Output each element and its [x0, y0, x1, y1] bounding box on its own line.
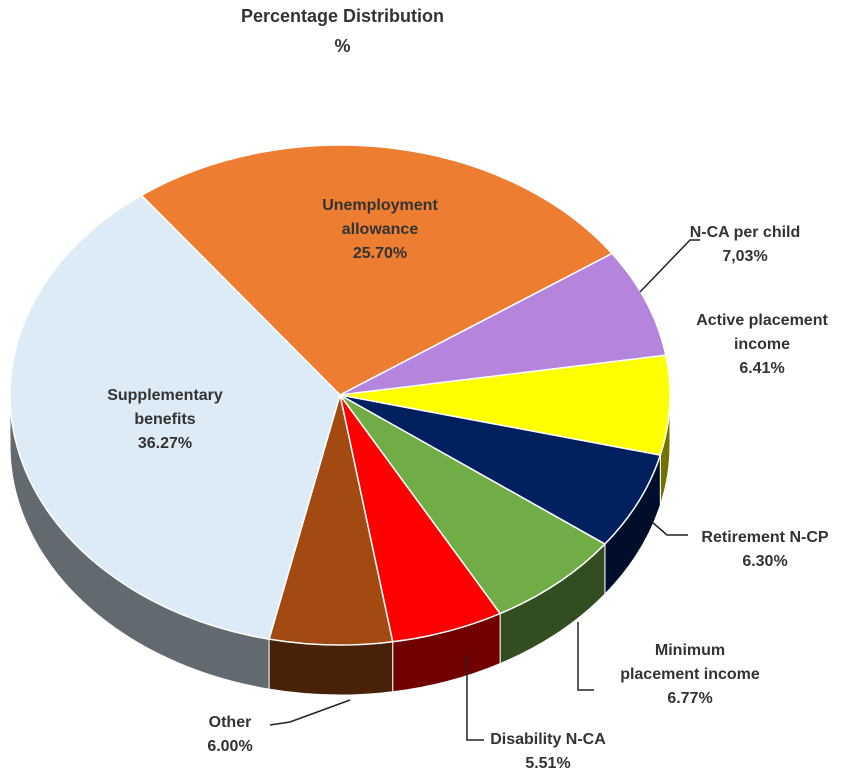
slice-label: Unemployment allowance 25.70% [285, 194, 475, 266]
value-label: 6.00% [207, 738, 253, 755]
category-label: Unemployment allowance [322, 197, 438, 238]
slice-label: Supplementary benefits 36.27% [90, 384, 240, 456]
value-label: 7,03% [722, 248, 768, 265]
value-label: 25.70% [352, 245, 408, 262]
category-label: Active placement income [696, 312, 828, 353]
leader-line [577, 622, 594, 691]
slice-label: Disability N-CA 5.51% [463, 728, 633, 776]
slice-label: Retirement N-CP 6.30% [685, 526, 845, 574]
leader-line [639, 239, 700, 293]
slice [339, 354, 671, 456]
category-label: Supplementary benefits [107, 387, 223, 428]
leader-line [269, 699, 351, 726]
slice-label: N-CA per child 7,03% [665, 221, 825, 269]
slice-side [268, 638, 394, 696]
value-label: 6.30% [742, 553, 788, 570]
category-label: Other [208, 714, 252, 731]
value-label: 36.27% [137, 435, 193, 452]
category-label: Disability N-CA [490, 731, 606, 748]
value-label: 6.41% [739, 360, 785, 377]
slice [339, 394, 662, 545]
slice [339, 394, 607, 615]
value-label: 5.51% [525, 755, 571, 772]
category-label: N-CA per child [689, 224, 801, 241]
chart-title: Percentage Distribution [240, 6, 445, 26]
slice-label: Other 6.00% [170, 711, 290, 759]
slice [9, 194, 341, 641]
slice [140, 144, 614, 396]
category-label: Minimum placement income [620, 642, 760, 683]
value-label: 6.77% [667, 690, 713, 707]
leader-line [466, 655, 484, 741]
category-label: Retirement N-CP [701, 529, 829, 546]
leader-line [651, 521, 688, 536]
slice [268, 394, 394, 646]
chart-subtitle: % [334, 36, 351, 56]
slice [339, 252, 667, 396]
slice-label: Minimum placement income 6.77% [615, 639, 765, 711]
slice-label: Active placement income 6.41% [675, 309, 850, 381]
